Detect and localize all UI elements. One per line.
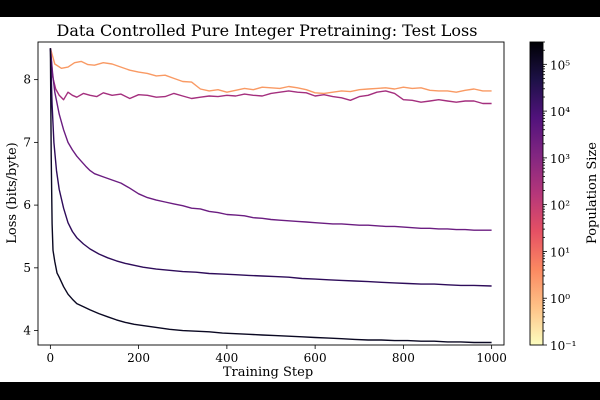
colorbar-tick-label: 10¹ xyxy=(550,245,570,259)
series-line-3 xyxy=(49,48,492,231)
colorbar-tick-label: 10³ xyxy=(550,152,570,166)
x-tick-label: 0 xyxy=(47,351,55,365)
y-tick-label: 4 xyxy=(23,324,31,338)
colorbar-tick-label: 10⁰ xyxy=(550,292,570,306)
x-tick-label: 800 xyxy=(392,351,415,365)
bottom-letterbox xyxy=(0,382,600,400)
x-tick-label: 1000 xyxy=(476,351,507,365)
series-line-2 xyxy=(49,48,492,105)
colorbar-ticks: 10⁻¹ 10⁰ 10¹ 10² 10³ 10⁴ 10⁵ xyxy=(543,41,576,353)
colorbar-frame xyxy=(529,41,544,346)
colorbar: 10⁻¹ 10⁰ 10¹ 10² 10³ 10⁴ 10⁵ Population Size xyxy=(529,41,600,353)
axes-frame xyxy=(37,41,505,346)
top-letterbox xyxy=(0,0,600,17)
x-tick-label: 400 xyxy=(215,351,238,365)
y-tick-label: 7 xyxy=(23,135,31,149)
series-line-1 xyxy=(49,48,492,95)
series-group xyxy=(49,48,492,344)
plot-area: 0 200 400 600 800 1000 4 5 6 7 8 xyxy=(23,41,507,365)
colorbar-tick-label: 10² xyxy=(550,199,570,213)
x-tick-label: 200 xyxy=(127,351,150,365)
x-tick-label: 600 xyxy=(304,351,327,365)
colorbar-tick-label: 10⁴ xyxy=(550,105,570,119)
x-axis: 0 200 400 600 800 1000 xyxy=(47,345,507,365)
series-line-4 xyxy=(49,48,492,287)
colorbar-gradient xyxy=(530,42,543,345)
y-tick-label: 8 xyxy=(23,73,31,87)
series-line-5 xyxy=(49,48,492,344)
y-tick-label: 6 xyxy=(23,198,31,212)
x-axis-label: Training Step xyxy=(223,365,313,380)
colorbar-tick-label: 10⁻¹ xyxy=(550,339,576,353)
chart-title: Data Controlled Pure Integer Pretraining… xyxy=(57,21,478,40)
colorbar-tick-label: 10⁵ xyxy=(550,58,570,72)
y-axis: 4 5 6 7 8 xyxy=(23,73,38,338)
y-axis-label: Loss (bits/byte) xyxy=(5,142,20,243)
y-tick-label: 5 xyxy=(23,261,31,275)
colorbar-label: Population Size xyxy=(585,142,600,244)
